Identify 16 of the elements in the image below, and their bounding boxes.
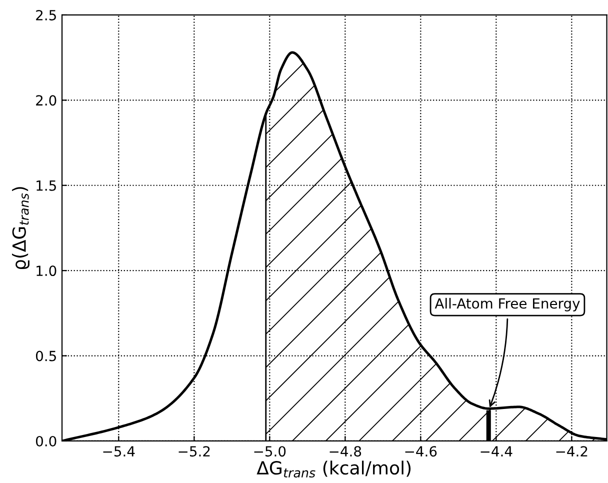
y-tick-label: 0.0 bbox=[36, 436, 56, 446]
y-tick-label: 2.0 bbox=[36, 95, 56, 106]
x-tick-label: −5.2 bbox=[178, 446, 210, 457]
y-tick-label: 0.5 bbox=[36, 350, 56, 362]
y-tick-label: 1.0 bbox=[36, 266, 56, 276]
x-tick-label: −4.2 bbox=[556, 446, 588, 456]
annotation: All-Atom Free Energy bbox=[434, 298, 580, 312]
x-tick-label: −4.4 bbox=[480, 446, 512, 456]
x-axis-title: ΔG$_{trans}$ (kcal/mol) bbox=[256, 460, 411, 478]
x-tick-label: −5.4 bbox=[103, 446, 135, 457]
x-tick-label: −4.8 bbox=[330, 446, 362, 457]
x-tick-label: −5.0 bbox=[254, 446, 286, 457]
x-tick-label: −4.6 bbox=[405, 446, 437, 457]
y-tick-label: 1.5 bbox=[36, 180, 56, 191]
y-tick-label: 2.5 bbox=[36, 10, 56, 20]
y-axis-title: ϱ(ΔG$_{trans}$) bbox=[12, 187, 30, 269]
